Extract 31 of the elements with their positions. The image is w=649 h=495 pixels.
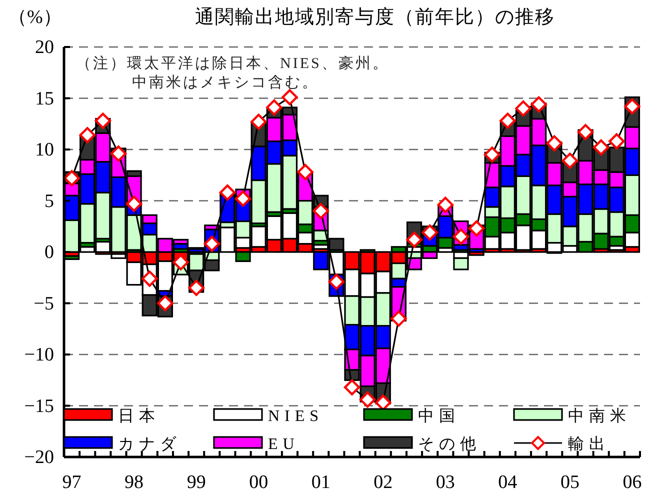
x-tick-label: 05: [560, 472, 580, 493]
legend-label: 中南米: [568, 407, 631, 425]
legend-label: 中国: [418, 407, 460, 425]
legend-label: NIES: [268, 408, 324, 425]
x-tick-label: 06: [622, 472, 642, 493]
y-tick-label: −15: [24, 396, 54, 417]
legend-label: その他: [418, 436, 481, 453]
x-tick-label: 00: [249, 472, 268, 493]
y-tick-label: 20: [35, 37, 54, 58]
y-tick-label: 5: [44, 190, 54, 212]
legend-label: 日本: [118, 407, 160, 425]
x-tick-label: 02: [374, 472, 393, 493]
y-tick-label: −10: [24, 344, 54, 366]
y-tick-label: −20: [24, 447, 54, 468]
legend-label: 輸出: [568, 435, 610, 453]
legend-label: カナダ: [118, 436, 181, 453]
x-tick-label: 03: [436, 472, 455, 493]
x-tick-label: 04: [498, 472, 518, 493]
x-tick-label: 98: [124, 472, 144, 493]
y-tick-label: 0: [44, 242, 54, 263]
x-tick-label: 97: [62, 472, 82, 493]
annotation: 中南米はメキシコ含む。: [132, 74, 319, 91]
x-tick-label: 99: [186, 472, 206, 493]
chart-title: 通関輸出地域別寄与度（前年比）の推移: [195, 6, 555, 28]
y-axis-title: （%）: [8, 7, 62, 28]
y-tick-label: 15: [35, 88, 54, 110]
y-tick-label: 10: [35, 140, 54, 160]
x-tick-label: 01: [311, 472, 330, 493]
legend-label: EU: [268, 436, 300, 453]
y-tick-label: −5: [34, 293, 54, 314]
annotation: （注）環太平洋は除日本、NIES、豪州。: [76, 55, 390, 72]
